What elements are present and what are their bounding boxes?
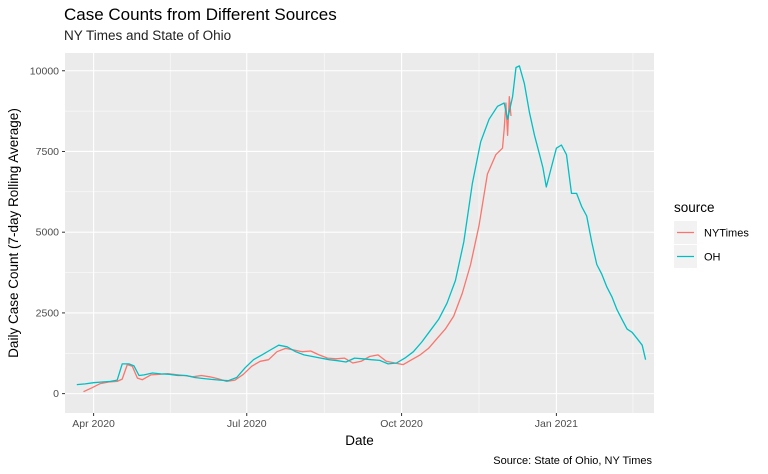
series-line-oh <box>76 65 647 386</box>
x-tick-label: Apr 2020 <box>72 418 115 430</box>
y-tick-label: 10000 <box>30 65 59 77</box>
y-tick-label: 2500 <box>36 307 60 319</box>
x-tick-label: Jan 2021 <box>535 418 578 430</box>
x-axis-title: Date <box>345 433 374 448</box>
chart-subtitle: NY Times and State of Ohio <box>64 28 232 43</box>
legend-label-nytimes: NYTimes <box>704 228 749 240</box>
series-line-nytimes <box>83 95 512 393</box>
grid-minor <box>65 53 654 413</box>
y-tick-labels: 0 2500 5000 7500 10000 <box>30 65 59 400</box>
y-tick-label: 0 <box>53 388 59 400</box>
legend: source NYTimes OH <box>674 200 749 268</box>
y-tick-label: 7500 <box>36 146 60 158</box>
x-tick-labels: Apr 2020 Jul 2020 Oct 2020 Jan 2021 <box>72 418 578 430</box>
y-tick-label: 5000 <box>36 227 60 239</box>
y-axis-title: Daily Case Count (7-day Rolling Average) <box>6 108 21 358</box>
chart-title: Case Counts from Different Sources <box>64 5 337 24</box>
plot-panel <box>65 53 654 413</box>
axis-ticks <box>62 70 557 416</box>
legend-title: source <box>674 200 715 215</box>
series-layer <box>76 65 647 393</box>
x-tick-label: Oct 2020 <box>380 418 423 430</box>
x-tick-label: Jul 2020 <box>227 418 267 430</box>
chart-caption: Source: State of Ohio, NY Times <box>493 455 652 467</box>
legend-label-oh: OH <box>704 252 721 264</box>
